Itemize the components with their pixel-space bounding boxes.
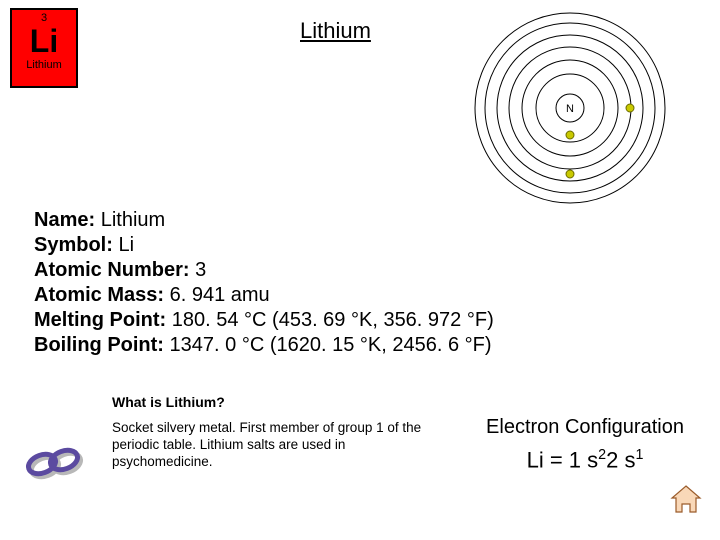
melting-label: Melting Point:	[34, 309, 166, 331]
boiling-value: 1347. 0 °C (1620. 15 °K, 2456. 6 °F)	[164, 334, 492, 356]
symbol-value: Li	[113, 234, 134, 256]
what-text: Socket silvery metal. First member of gr…	[112, 420, 432, 471]
atomic-number-value: 3	[190, 259, 207, 281]
tile-symbol: Li	[12, 24, 76, 59]
name-label: Name:	[34, 209, 95, 231]
home-icon[interactable]	[666, 480, 706, 520]
atomic-mass-label: Atomic Mass:	[34, 284, 164, 306]
tile-atomic-number: 3	[12, 10, 76, 24]
symbol-label: Symbol:	[34, 234, 113, 256]
electron-configuration: Electron Configuration Li = 1 s22 s1	[470, 416, 700, 473]
element-tile: 3 Li Lithium	[10, 8, 78, 88]
atom-diagram: N	[465, 8, 675, 208]
atomic-number-label: Atomic Number:	[34, 259, 190, 281]
svg-text:N: N	[566, 103, 574, 115]
atomic-mass-value: 6. 941 amu	[164, 284, 270, 306]
page-title: Lithium	[300, 18, 371, 44]
econf-title: Electron Configuration	[470, 416, 700, 439]
boiling-label: Boiling Point:	[34, 334, 164, 356]
chain-link-icon[interactable]	[20, 440, 90, 486]
name-value: Lithium	[95, 209, 165, 231]
econf-formula: Li = 1 s22 s1	[470, 447, 700, 473]
what-heading: What is Lithium?	[112, 394, 225, 410]
properties-block: Name: Lithium Symbol: Li Atomic Number: …	[34, 208, 494, 358]
tile-name: Lithium	[12, 59, 76, 71]
melting-value: 180. 54 °C (453. 69 °K, 356. 972 °F)	[166, 309, 494, 331]
